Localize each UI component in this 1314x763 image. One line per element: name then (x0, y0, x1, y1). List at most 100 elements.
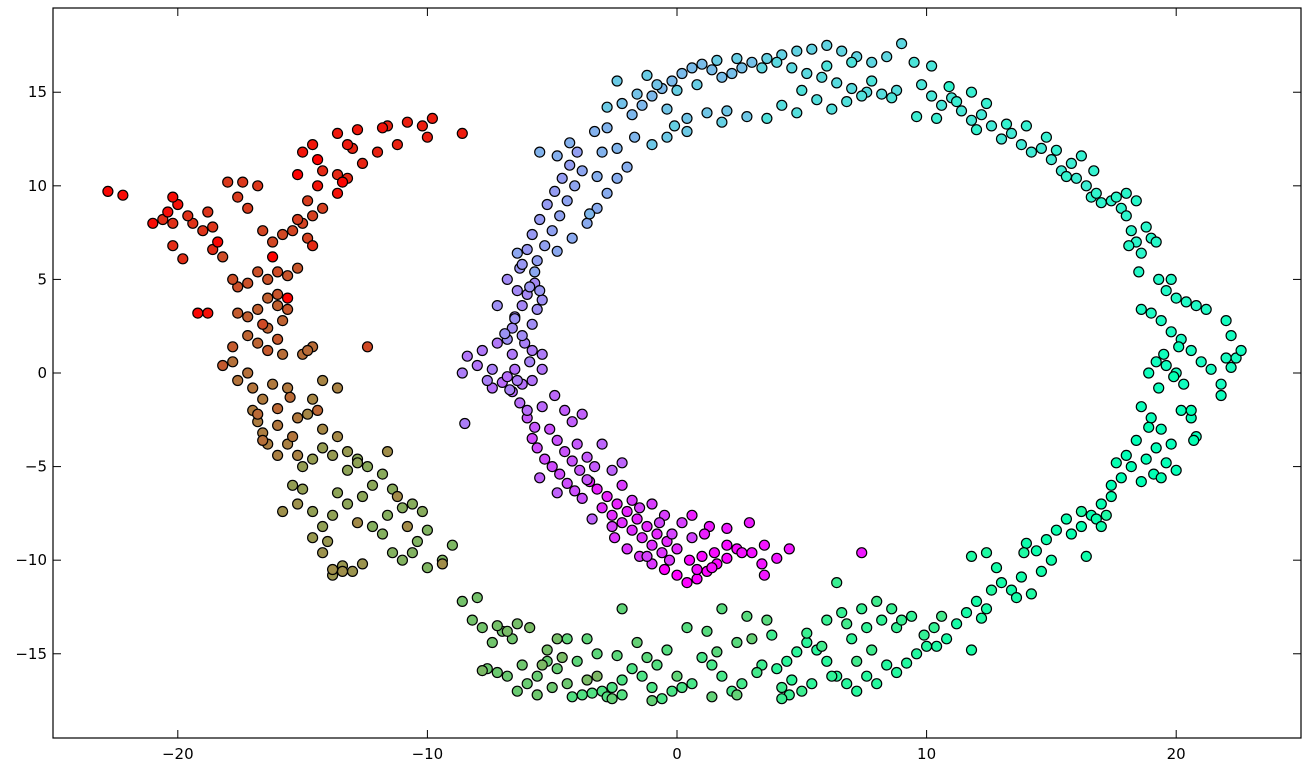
scatter-point (212, 236, 224, 248)
scatter-point (616, 97, 628, 110)
scatter-point (940, 633, 953, 645)
scatter-point (866, 56, 878, 68)
scatter-point (801, 67, 813, 80)
scatter-point (881, 51, 893, 63)
scatter-point (227, 356, 239, 368)
scatter-point (776, 99, 788, 111)
scatter-point (1045, 154, 1058, 166)
scatter-point (758, 539, 771, 551)
scatter-point (227, 341, 239, 353)
scatter-point (736, 62, 748, 74)
scatter-point (611, 498, 623, 510)
scatter-point (272, 449, 284, 461)
scatter-point (1115, 472, 1127, 484)
scatter-point (626, 524, 638, 536)
scatter-point (826, 103, 838, 115)
scatter-point (262, 344, 274, 357)
scatter-point (681, 112, 693, 125)
scatter-point (471, 591, 483, 604)
scatter-point (182, 210, 194, 222)
scatter-point (302, 195, 314, 207)
scatter-point (1010, 591, 1023, 604)
scatter-point (995, 576, 1008, 589)
scatter-point (322, 535, 334, 548)
scatter-point (686, 678, 698, 690)
scatter-point (554, 468, 566, 480)
scatter-point (581, 674, 593, 686)
scatter-point (636, 532, 648, 544)
scatter-point (531, 670, 543, 682)
scatter-point (581, 474, 593, 486)
scatter-point (1158, 348, 1170, 360)
scatter-point (915, 79, 928, 91)
scatter-point (606, 509, 618, 521)
scatter-point (436, 558, 448, 570)
scatter-point (671, 670, 683, 682)
scatter-point (511, 374, 523, 387)
scatter-point (167, 191, 179, 203)
data-points (102, 37, 1247, 707)
scatter-point (262, 273, 274, 285)
scatter-point (1080, 180, 1092, 192)
scatter-point (758, 569, 771, 581)
scatter-point (831, 576, 843, 589)
scatter-point (1030, 545, 1043, 557)
scatter-point (1123, 240, 1135, 252)
scatter-point (636, 99, 648, 111)
scatter-point (536, 363, 548, 375)
scatter-point (416, 120, 428, 132)
scatter-point (446, 539, 458, 551)
scatter-point (232, 374, 244, 387)
scatter-point (559, 446, 571, 458)
scatter-point (1195, 356, 1207, 368)
scatter-point (307, 139, 319, 151)
scatter-point (1143, 367, 1155, 379)
scatter-point (222, 176, 234, 188)
scatter-point (1200, 303, 1212, 315)
scatter-point (1075, 520, 1088, 533)
scatter-point (641, 550, 653, 563)
scatter-point (975, 109, 988, 121)
scatter-point (656, 547, 668, 559)
scatter-point (1025, 588, 1038, 600)
scatter-point (591, 170, 603, 183)
scatter-point (421, 131, 433, 143)
scatter-point (1095, 520, 1107, 533)
scatter-point (606, 681, 618, 694)
scatter-point (796, 84, 808, 97)
scatter-point (866, 75, 878, 87)
scatter-point (935, 610, 948, 622)
scatter-point (601, 490, 613, 503)
scatter-point (616, 674, 628, 686)
scatter-point (663, 554, 676, 566)
scatter-point (658, 563, 671, 576)
scatter-point (341, 139, 354, 151)
scatter-point (541, 644, 553, 656)
scatter-point (621, 161, 633, 173)
scatter-point (1150, 236, 1162, 248)
scatter-point (676, 517, 688, 529)
scatter-point (1050, 524, 1063, 536)
scatter-point (641, 651, 653, 664)
scatter-point (995, 133, 1008, 145)
scatter-point (1075, 505, 1088, 518)
scatter-point (531, 442, 543, 454)
scatter-point (541, 198, 553, 211)
scatter-point (574, 464, 586, 476)
scatter-point (890, 666, 903, 679)
scatter-point (591, 670, 603, 682)
scatter-point (601, 122, 613, 134)
scatter-point (656, 693, 668, 705)
scatter-point (561, 195, 573, 207)
scatter-point (588, 125, 601, 138)
scatter-point (331, 187, 344, 199)
scatter-point (731, 52, 743, 65)
scatter-point (539, 240, 551, 252)
scatter-point (566, 691, 578, 703)
scatter-point (491, 337, 503, 349)
scatter-point (1020, 120, 1033, 132)
scatter-point (529, 421, 541, 433)
scatter-point (726, 67, 738, 80)
scatter-point (960, 606, 973, 619)
scatter-point (1090, 187, 1102, 199)
